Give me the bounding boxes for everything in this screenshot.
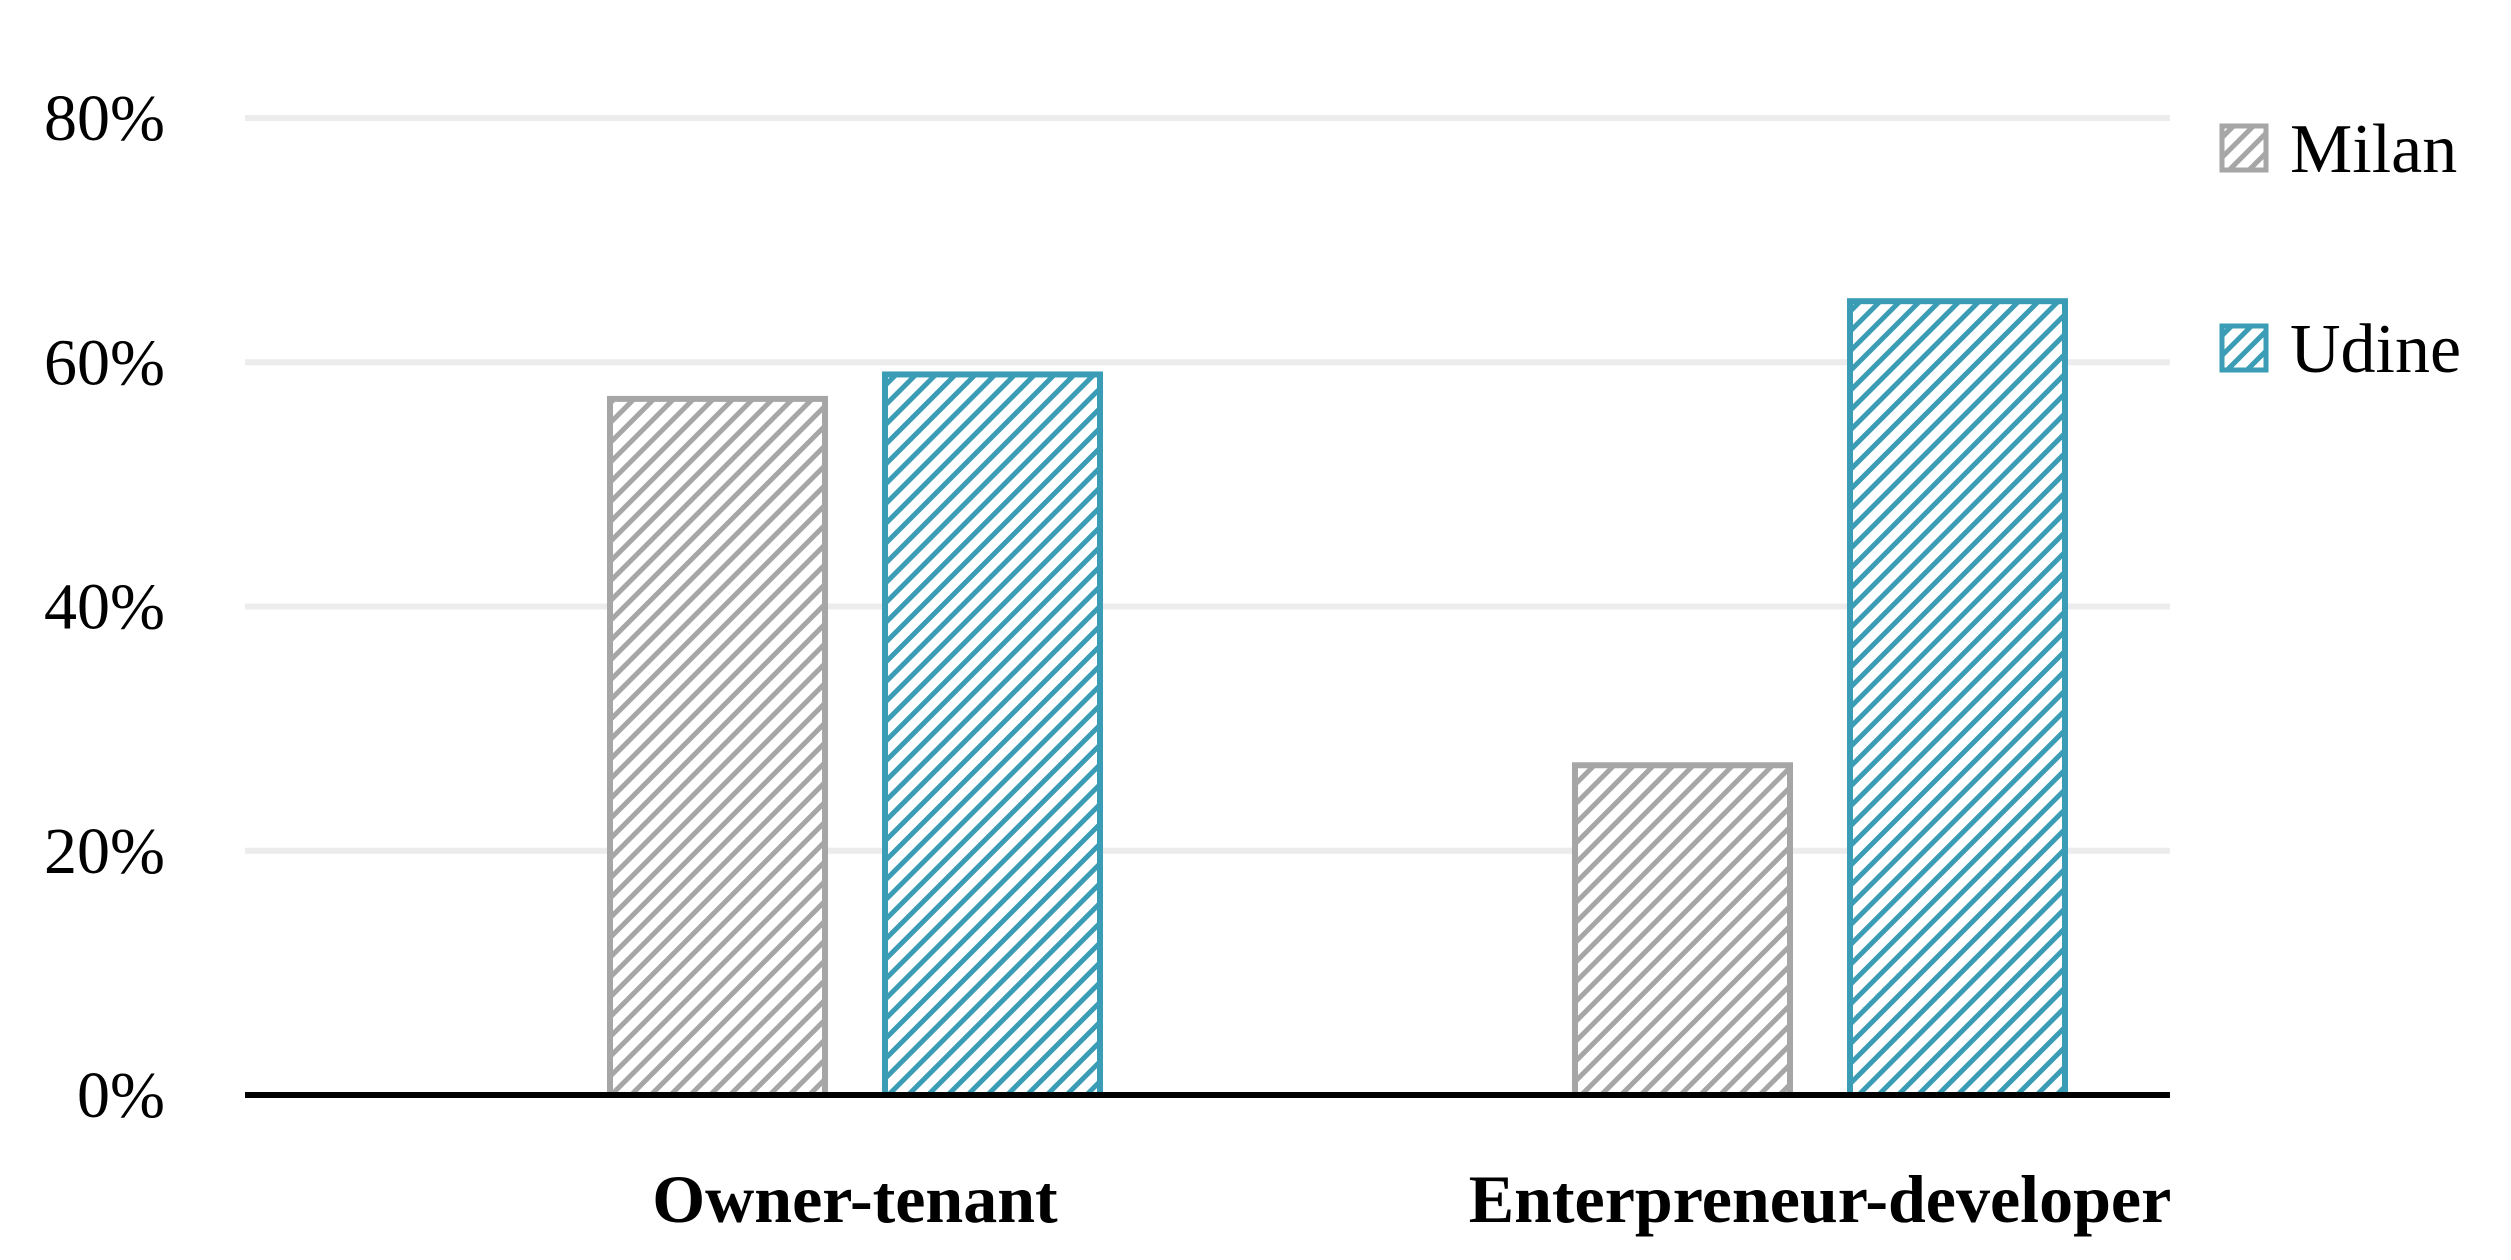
bar-udine-enterpreneur-developer [1847, 298, 2068, 1098]
legend-swatch-milan [2219, 123, 2269, 173]
x-axis-categories: Owner-tenant Enterpreneur-developer [652, 1161, 2171, 1237]
y-tick-label: 0% [77, 1059, 165, 1132]
y-tick-label: 20% [44, 815, 165, 888]
y-tick-label: 40% [44, 571, 165, 644]
bar-milan-enterpreneur-developer [1572, 762, 1793, 1098]
y-tick-label: 60% [44, 326, 165, 399]
bar-udine-owner-tenant [882, 371, 1103, 1098]
x-category-label: Owner-tenant [652, 1161, 1058, 1237]
legend: Milan Udine [2219, 111, 2461, 388]
legend-label-udine: Udine [2290, 311, 2461, 388]
x-category-label: Enterpreneur-developer [1469, 1161, 2172, 1237]
bar-milan-owner-tenant [607, 395, 828, 1098]
bars [607, 298, 2068, 1098]
y-axis-ticks: 0% 20% 40% 60% 80% [44, 82, 165, 1132]
legend-swatch-udine [2219, 323, 2269, 373]
legend-label-milan: Milan [2290, 111, 2457, 188]
y-tick-label: 80% [44, 82, 165, 155]
